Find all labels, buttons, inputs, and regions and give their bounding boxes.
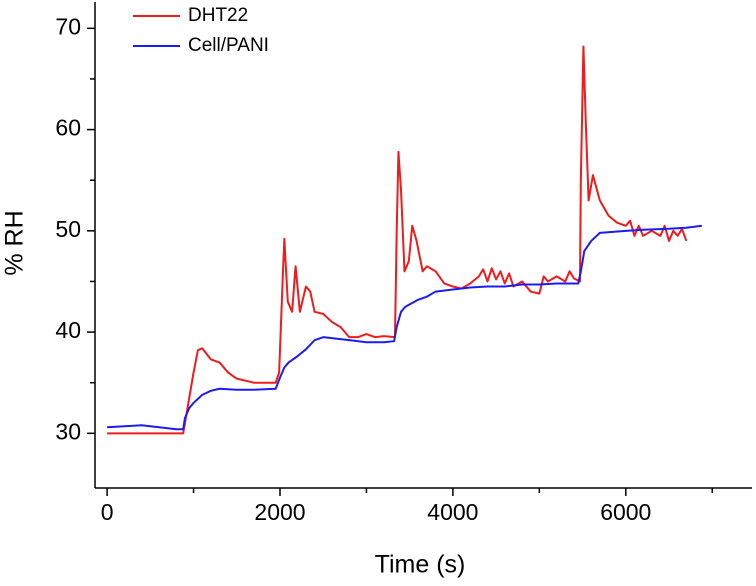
series-line	[107, 45, 688, 435]
series-line	[107, 224, 702, 431]
x-tick-label: 4000	[427, 499, 478, 525]
y-tick-label: 30	[55, 418, 81, 444]
x-tick-label: 2000	[254, 499, 305, 525]
x-tick-label: 0	[101, 499, 114, 525]
legend-label: Cell/PANI	[188, 35, 269, 56]
x-tick-label: 6000	[600, 499, 651, 525]
y-axis-title: % RH	[1, 210, 29, 275]
y-tick-label: 40	[55, 317, 81, 343]
x-axis-title: Time (s)	[375, 551, 466, 579]
legend-label: DHT22	[188, 5, 248, 26]
y-tick-label: 50	[55, 216, 81, 242]
y-tick-label: 70	[55, 13, 81, 39]
y-tick-label: 60	[55, 115, 81, 141]
